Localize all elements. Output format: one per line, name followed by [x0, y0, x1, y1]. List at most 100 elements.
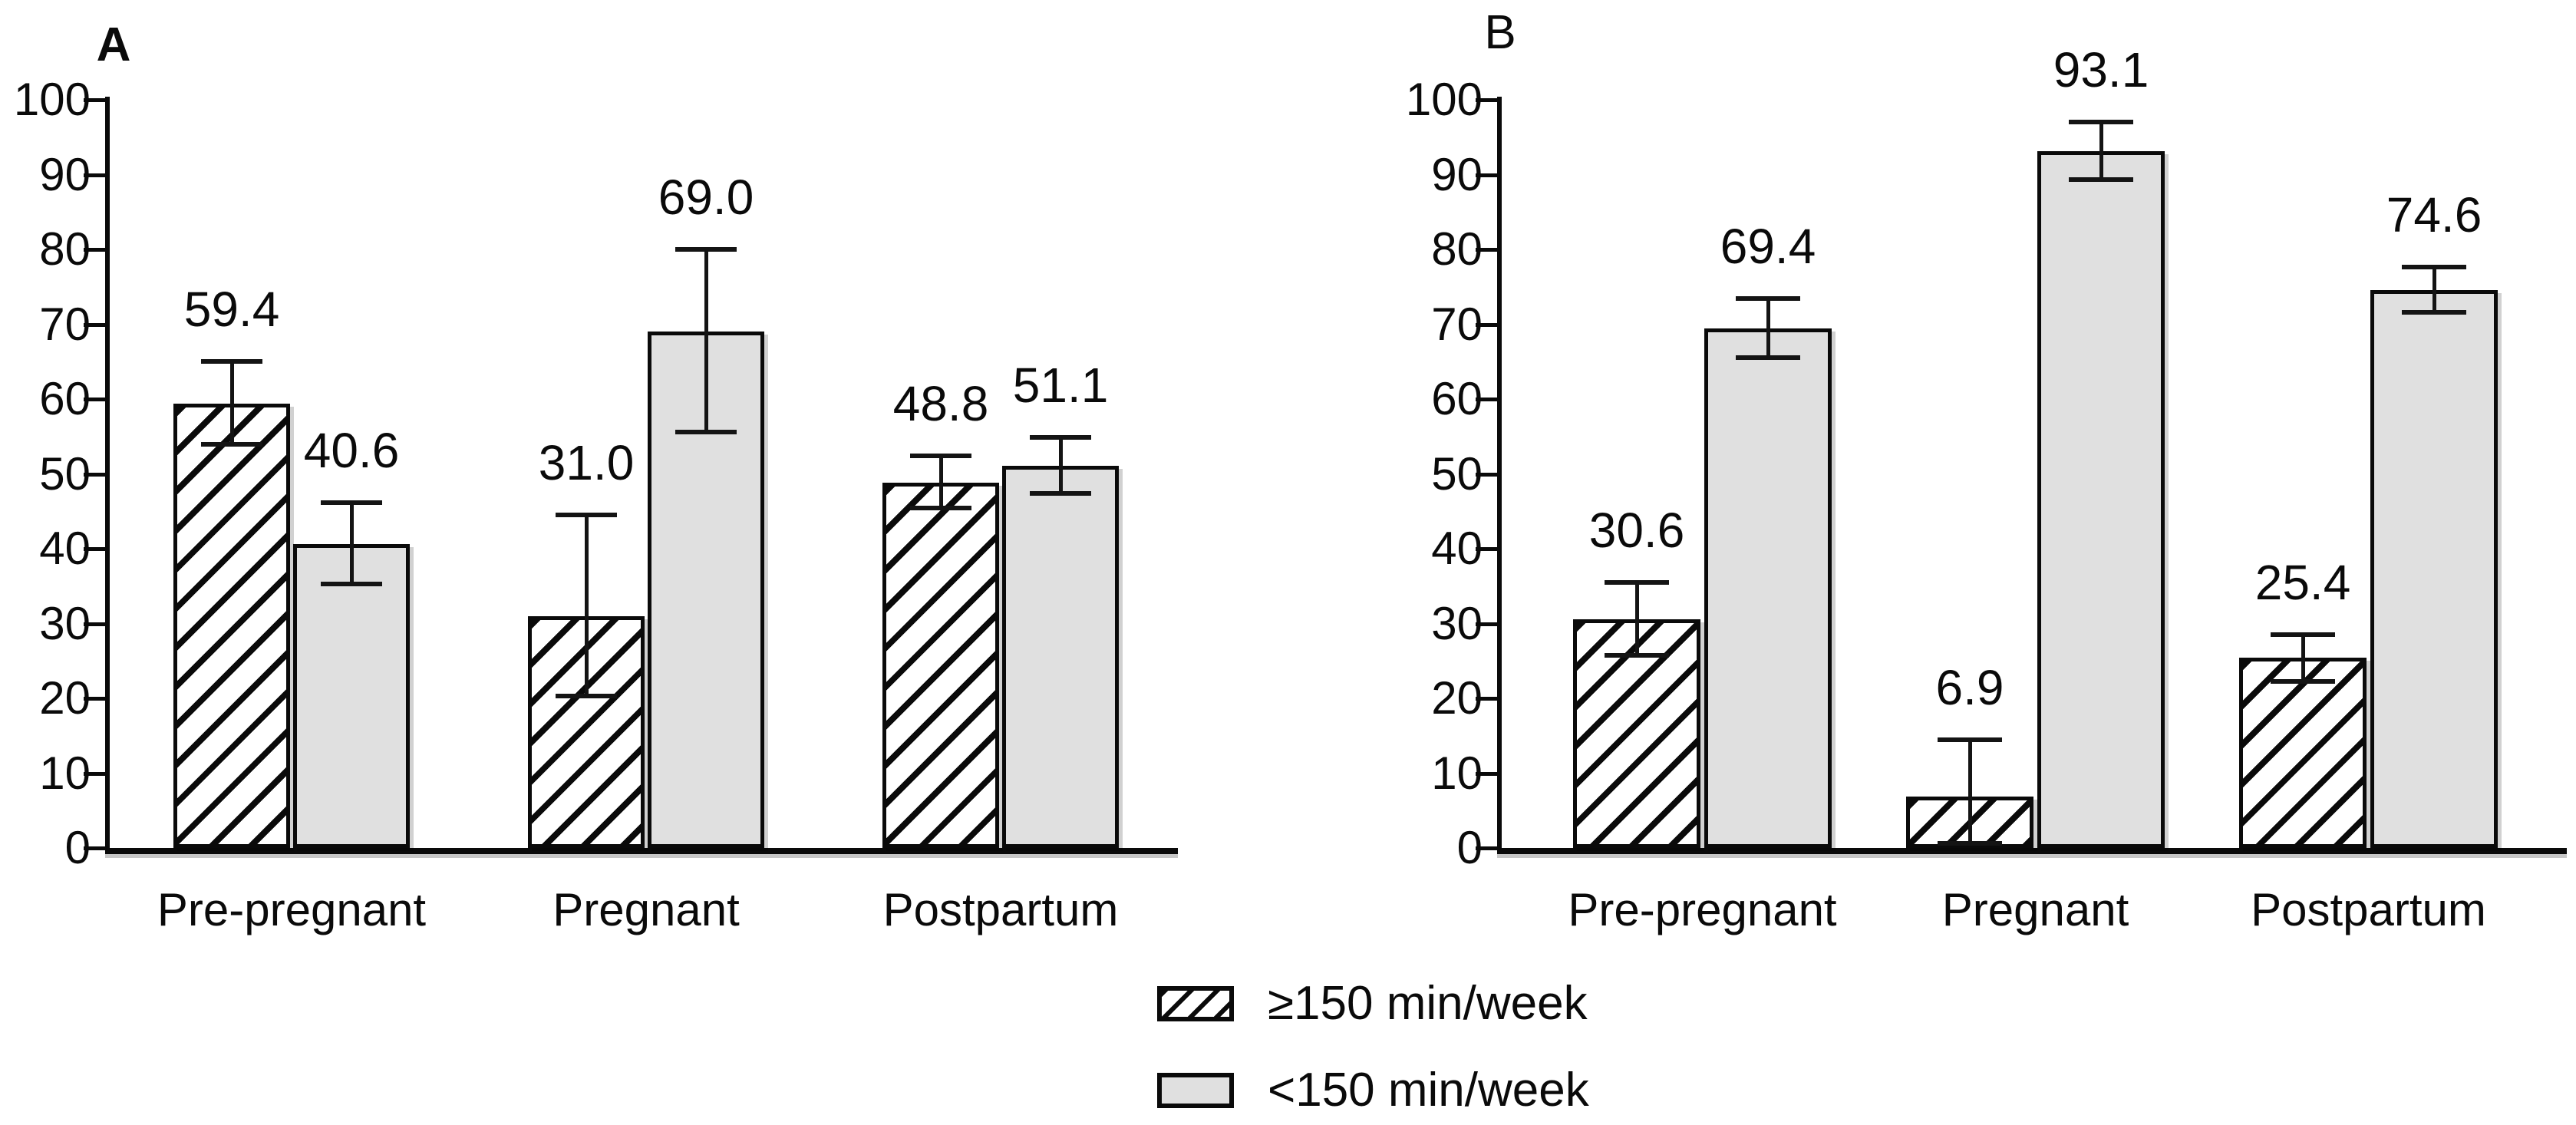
bar-A-Pre-pregnant-lt150 — [293, 544, 410, 848]
y-tick-label: 100 — [1405, 74, 1483, 125]
error-bar-line — [1058, 437, 1063, 493]
value-label: 6.9 — [1935, 659, 2004, 715]
error-bar-line — [2432, 267, 2436, 312]
y-tick-label: 60 — [1431, 373, 1483, 424]
error-bar-line — [2099, 122, 2103, 180]
error-bar-cap-bottom — [556, 694, 617, 699]
value-label: 48.8 — [892, 376, 989, 432]
x-axis-line — [105, 848, 1178, 854]
y-tick — [1476, 248, 1497, 252]
legend-item-lt150: <150 min/week — [1157, 1063, 1589, 1118]
y-tick — [84, 173, 105, 177]
y-axis-line — [105, 97, 110, 853]
panel-title-B: B — [1484, 6, 1516, 59]
y-tick-label: 20 — [1431, 672, 1483, 724]
error-bar-line — [349, 502, 354, 584]
y-tick-label: 50 — [1431, 447, 1483, 500]
legend: ≥150 min/week <150 min/week — [1157, 976, 1589, 1118]
error-bar-cap-top — [556, 513, 617, 518]
error-bar-cap-top — [2069, 120, 2133, 125]
y-tick — [1476, 771, 1497, 776]
error-bar-cap-top — [675, 247, 737, 252]
y-tick-label: 80 — [39, 223, 91, 275]
value-label: 51.1 — [1012, 357, 1109, 413]
y-tick — [84, 398, 105, 401]
error-bar-cap-bottom — [2271, 678, 2335, 684]
error-bar-cap-top — [2271, 632, 2335, 638]
error-bar-cap-top — [1938, 737, 2002, 742]
error-bar-cap-bottom — [321, 581, 382, 586]
x-category-label: Postpartum — [882, 884, 1119, 935]
value-label: 93.1 — [2053, 42, 2149, 98]
x-category-label: Pre-pregnant — [1568, 884, 1837, 935]
error-bar-cap-bottom — [675, 429, 737, 434]
bar-A-Postpartum-ge150 — [882, 483, 999, 848]
y-tick-label: 40 — [39, 523, 91, 574]
value-label: 30.6 — [1588, 502, 1685, 558]
error-bar-cap-bottom — [2069, 177, 2133, 183]
value-label: 69.0 — [658, 170, 754, 225]
error-bar-cap-bottom — [1938, 841, 2002, 846]
value-label: 31.0 — [538, 435, 635, 491]
error-bar-cap-top — [2402, 265, 2466, 270]
error-bar-cap-bottom — [201, 441, 262, 447]
y-tick — [84, 771, 105, 776]
error-bar-cap-top — [1030, 434, 1091, 440]
y-tick — [84, 547, 105, 551]
y-tick — [1476, 547, 1497, 551]
error-bar-cap-bottom — [1736, 355, 1800, 361]
x-category-label: Postpartum — [2251, 884, 2486, 935]
bar-B-Postpartum-ge150 — [2239, 658, 2367, 848]
bar-B-Pregnant-lt150 — [2037, 151, 2165, 848]
y-tick — [1476, 622, 1497, 626]
error-bar-cap-bottom — [1030, 490, 1091, 496]
value-label: 59.4 — [183, 282, 280, 338]
panel-title-A: A — [96, 18, 131, 71]
y-tick — [84, 322, 105, 327]
y-tick — [1476, 173, 1497, 177]
y-tick — [84, 846, 105, 850]
bar-B-Postpartum-lt150 — [2370, 289, 2498, 848]
y-tick — [1476, 697, 1497, 701]
gray-swatch-icon — [1157, 1073, 1234, 1108]
legend-label: <150 min/week — [1268, 1064, 1589, 1117]
error-bar-cap-top — [1605, 579, 1669, 585]
x-category-label: Pregnant — [552, 884, 740, 935]
y-tick-label: 10 — [1431, 747, 1483, 799]
error-bar-line — [2301, 635, 2305, 681]
x-category-label: Pregnant — [1941, 884, 2129, 935]
y-tick-label: 70 — [39, 298, 91, 350]
y-tick — [84, 472, 105, 477]
y-axis-line — [1497, 97, 1502, 853]
y-tick — [1476, 472, 1497, 477]
legend-item-ge150: ≥150 min/week — [1157, 976, 1589, 1031]
error-bar-cap-top — [201, 359, 262, 365]
error-bar-line — [1766, 299, 1770, 358]
y-tick — [84, 248, 105, 252]
y-tick-label: 10 — [39, 747, 91, 799]
x-axis-line — [1497, 848, 2567, 854]
y-tick-label: 90 — [39, 148, 91, 200]
error-bar-line — [229, 361, 234, 444]
y-tick — [84, 622, 105, 626]
y-tick-label: 0 — [64, 822, 91, 873]
error-bar-cap-top — [321, 500, 382, 505]
y-tick-label: 60 — [39, 373, 91, 424]
y-tick — [1476, 846, 1497, 850]
legend-label: ≥150 min/week — [1268, 977, 1588, 1030]
y-tick-label: 80 — [1431, 223, 1483, 275]
y-tick — [1476, 398, 1497, 401]
x-category-label: Pre-pregnant — [157, 884, 427, 935]
bar-A-Pre-pregnant-ge150 — [173, 403, 290, 848]
error-bar-line — [1967, 739, 1972, 844]
bar-A-Postpartum-lt150 — [1002, 465, 1119, 848]
error-bar-line — [584, 515, 589, 697]
y-tick-label: 100 — [13, 74, 91, 125]
error-bar-cap-top — [1736, 296, 1800, 302]
y-tick-label: 50 — [39, 447, 91, 500]
value-label: 25.4 — [2254, 555, 2351, 611]
error-bar-cap-top — [910, 454, 971, 459]
value-label: 74.6 — [2386, 187, 2482, 243]
y-tick-label: 0 — [1456, 822, 1483, 873]
